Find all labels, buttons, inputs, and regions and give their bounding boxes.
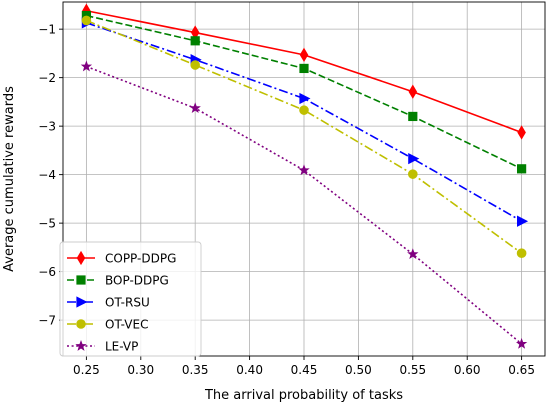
data-point-marker (190, 36, 200, 46)
data-point-marker (516, 248, 527, 258)
data-point-marker (517, 164, 527, 174)
legend-entry: OT-VEC (67, 318, 148, 332)
data-point-marker (75, 340, 87, 351)
y-axis-label: Average cumulative rewards (2, 86, 17, 272)
y-tick-label: −5 (38, 217, 56, 231)
data-point-marker (408, 152, 420, 165)
data-point-marker (299, 92, 311, 105)
legend-entry: LE-VP (67, 340, 138, 354)
legend-label: BOP-DDPG (105, 274, 169, 288)
y-tick-label: −4 (38, 168, 56, 182)
y-tick-label: −1 (38, 23, 56, 37)
x-tick-label: 0.45 (291, 363, 318, 377)
x-tick-label: 0.25 (73, 363, 100, 377)
data-point-marker (80, 60, 93, 72)
legend-label: OT-RSU (105, 296, 150, 310)
data-point-marker (408, 84, 418, 99)
y-tick-label: −2 (38, 71, 56, 85)
series-line (86, 22, 523, 222)
x-tick-label: 0.35 (182, 363, 209, 377)
x-tick-label: 0.65 (508, 363, 535, 377)
legend-entry: BOP-DDPG (67, 274, 169, 288)
x-tick-label: 0.30 (127, 363, 154, 377)
data-point-marker (517, 125, 526, 140)
legend-entry: OT-RSU (67, 296, 150, 310)
data-point-marker (189, 102, 201, 114)
data-point-marker (190, 60, 200, 70)
legend-label: OT-VEC (105, 318, 148, 332)
data-point-marker (299, 63, 309, 74)
data-point-marker (298, 164, 310, 176)
data-point-marker (299, 105, 309, 115)
x-tick-label: 0.50 (345, 363, 372, 377)
data-point-marker (76, 296, 88, 308)
data-point-marker (76, 250, 86, 266)
data-point-marker (76, 319, 86, 329)
data-point-marker (299, 47, 309, 63)
x-axis-label: The arrival probability of tasks (204, 388, 403, 403)
series-lines (80, 3, 529, 349)
y-tick-label: −7 (38, 314, 56, 328)
data-point-marker (408, 111, 418, 122)
series-le-vp (80, 60, 528, 349)
x-tick-label: 0.55 (399, 363, 426, 377)
legend: COPP-DDPG BOP-DDPG OT-RSU OT-VEC LE-VP (59, 241, 202, 357)
data-point-marker (76, 275, 86, 285)
data-point-marker (407, 248, 419, 259)
legend-label: COPP-DDPG (105, 252, 176, 266)
data-point-marker (408, 169, 418, 179)
legend-entry: COPP-DDPG (67, 250, 176, 266)
series-ot-vec (81, 15, 527, 258)
axis-ticks: 0.25 0.30 0.35 0.40 0.45 0.50 0.55 0.60 0.65 −7 −6… (38, 23, 535, 377)
x-tick-label: 0.60 (454, 363, 481, 377)
legend-box (59, 241, 202, 357)
y-tick-label: −3 (38, 120, 56, 134)
legend-label: LE-VP (105, 340, 138, 354)
y-tick-label: −6 (38, 265, 56, 279)
data-point-marker (81, 15, 92, 26)
data-point-marker (515, 337, 528, 349)
x-tick-label: 0.40 (236, 363, 263, 377)
data-point-marker (517, 215, 529, 227)
